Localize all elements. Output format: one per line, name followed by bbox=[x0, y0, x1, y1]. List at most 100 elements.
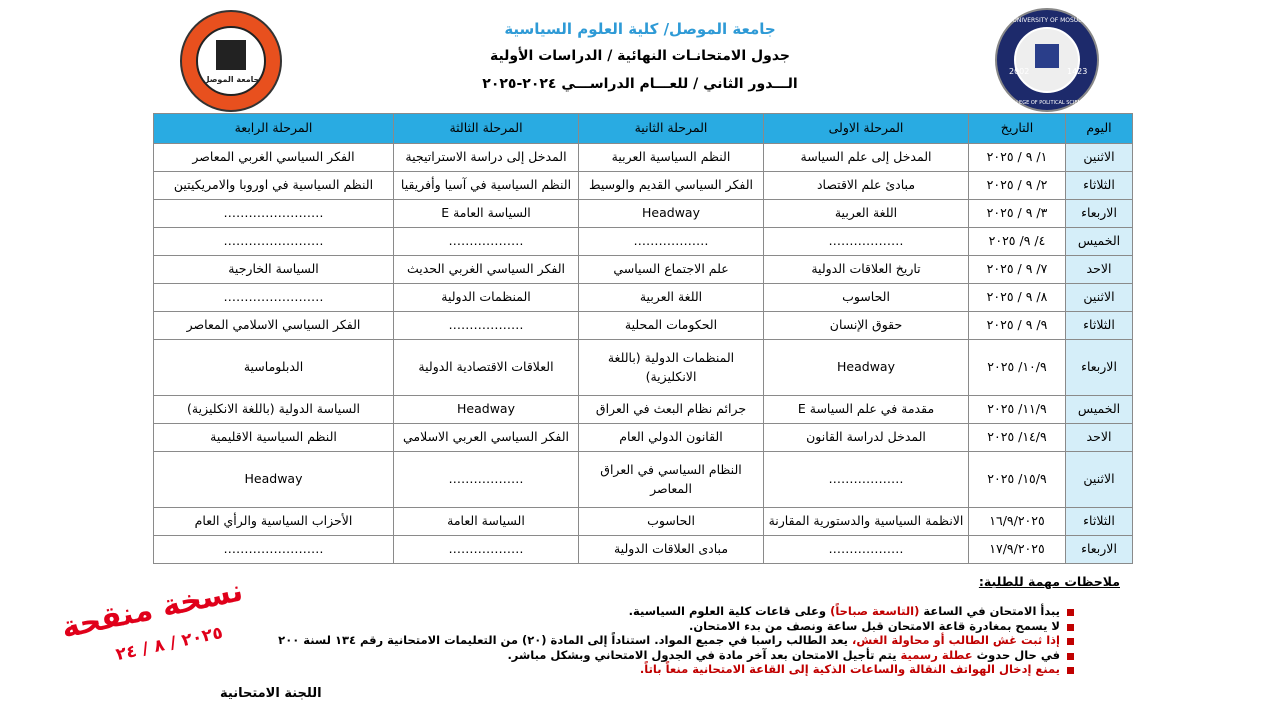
cell: ١٠/٩/ ٢٠٢٥ bbox=[968, 339, 1066, 396]
cell: ……………… bbox=[763, 535, 969, 564]
cell: ……………… bbox=[578, 227, 764, 256]
table-row: الاحد ٧/ ٩ / ٢٠٢٥ تاريخ العلاقات الدولية عل… bbox=[153, 255, 1133, 284]
title: جدول الامتحانـات النهائية / الدراسات الأ… bbox=[489, 48, 791, 64]
cell: الانظمة السياسية والدستورية المقارنة bbox=[763, 507, 969, 536]
note-text: يعد الطالب راسبا في جميع المواد. استنادا… bbox=[278, 633, 852, 647]
cell: ١٥/٩/ ٢٠٢٥ bbox=[968, 451, 1066, 508]
header-cell: اليوم bbox=[1065, 113, 1133, 144]
note-item: يبدأ الامتحان في الساعة (التاسعة صباحاً)… bbox=[628, 604, 1075, 618]
day-cell: الثلاثاء bbox=[1065, 507, 1133, 536]
cell: ١٦/٩/٢٠٢٥ bbox=[968, 507, 1066, 536]
right-logo: UNIVERSITY OF MOSUL 2002 1423 COLLEGE OF… bbox=[995, 8, 1099, 112]
table-row: الخميس ٤/ ٩/ ٢٠٢٥………………………………………………………………… bbox=[153, 227, 1133, 256]
table-row: الثلاثاء ٩/ ٩ / ٢٠٢٥ حقوق الإنسان الحكومات … bbox=[153, 311, 1133, 340]
schedule-table: اليوم التاريخ المرحلة الاولى المرحلة الثاني… bbox=[153, 113, 1133, 564]
note-text: يتم تأجيل الامتحان بعد آخر مادة في الجدو… bbox=[507, 647, 901, 662]
cell: الدبلوماسية bbox=[153, 339, 394, 396]
cell: السياسة الخارجية bbox=[153, 255, 394, 284]
table-row: الاربعاء ١٧/٩/٢٠٢٥……………… مبادى العلاقات ال… bbox=[153, 535, 1133, 564]
day-cell: الخميس bbox=[1065, 395, 1133, 424]
cell: حقوق الإنسان bbox=[763, 311, 969, 340]
cell: ٨/ ٩ / ٢٠٢٥ bbox=[968, 283, 1066, 312]
cell: العلاقات الاقتصادية الدولية bbox=[393, 339, 579, 396]
table-row: الاربعاء ٣/ ٩ / ٢٠٢٥ اللغة العربية Headway ا… bbox=[153, 199, 1133, 228]
committee: اللجنة الامتحانية bbox=[220, 686, 322, 701]
left-logo: جامعة الموصل bbox=[180, 10, 282, 112]
university: جامعة الموصل/ كلية العلوم السياسية bbox=[504, 20, 776, 38]
cell: ٤/ ٩/ ٢٠٢٥ bbox=[968, 227, 1066, 256]
note-item: يمنع إدخال الهواتف النقالة والساعات الذك… bbox=[639, 662, 1075, 676]
cell: الفكر السياسي الاسلامي المعاصر bbox=[153, 311, 394, 340]
cell: …………………… bbox=[153, 535, 394, 564]
day-cell: الاربعاء bbox=[1065, 199, 1133, 228]
cell: القانون الدولي العام bbox=[578, 423, 764, 452]
day-cell: الاثنين bbox=[1065, 143, 1133, 172]
table-row: الثلاثاء ١٦/٩/٢٠٢٥ الانظمة السياسية والدست… bbox=[153, 507, 1133, 536]
cell: الفكر السياسي الغربي الحديث bbox=[393, 255, 579, 284]
right-logo-bottom: COLLEGE OF POLITICAL SCIENCE bbox=[1006, 100, 1088, 106]
header-cell: المرحلة الاولى bbox=[763, 113, 969, 144]
cell: تاريخ العلاقات الدولية bbox=[763, 255, 969, 284]
cell: الفكر السياسي القديم والوسيط bbox=[578, 171, 764, 200]
table-row: الاربعاء ١٠/٩/ ٢٠٢٥ Headway المنظمات الدولي… bbox=[153, 339, 1133, 396]
table-row: الاثنين ٨/ ٩ / ٢٠٢٥ الحاسوب اللغة العربية ال… bbox=[153, 283, 1133, 312]
cell: علم الاجتماع السياسي bbox=[578, 255, 764, 284]
cell: ٧/ ٩ / ٢٠٢٥ bbox=[968, 255, 1066, 284]
header-cell: التاريخ bbox=[968, 113, 1066, 144]
header-cell: المرحلة الثانية bbox=[578, 113, 764, 144]
subtitle: الـــدور الثاني / للعـــام الدراســـي ٢٠… bbox=[482, 76, 798, 92]
cell: ١٧/٩/٢٠٢٥ bbox=[968, 535, 1066, 564]
cell: النظم السياسية في اوروبا والامريكيتين bbox=[153, 171, 394, 200]
cell: السياسة الدولية (باللغة الانكليزية) bbox=[153, 395, 394, 424]
cell: ……………… bbox=[763, 451, 969, 508]
cell: النظم السياسية الاقليمية bbox=[153, 423, 394, 452]
cell: اللغة العربية bbox=[763, 199, 969, 228]
cell: Headway bbox=[393, 395, 579, 424]
day-cell: الخميس bbox=[1065, 227, 1133, 256]
cell: ٣/ ٩ / ٢٠٢٥ bbox=[968, 199, 1066, 228]
note-text: إذا ثبت غش الطالب أو محاولة الغش، bbox=[851, 633, 1060, 647]
cell: جرائم نظام البعث في العراق bbox=[578, 395, 764, 424]
table-row: الثلاثاء ٢/ ٩ / ٢٠٢٥ مبادئ علم الاقتصاد الف… bbox=[153, 171, 1133, 200]
day-cell: الاثنين bbox=[1065, 451, 1133, 508]
cell: Headway bbox=[763, 339, 969, 396]
cell: الحكومات المحلية bbox=[578, 311, 764, 340]
cell: الحاسوب bbox=[578, 507, 764, 536]
note-text: يبدأ الامتحان في الساعة bbox=[919, 604, 1060, 618]
day-cell: الثلاثاء bbox=[1065, 311, 1133, 340]
note-text: يمنع إدخال الهواتف النقالة والساعات الذك… bbox=[639, 662, 1060, 676]
day-cell: الاحد bbox=[1065, 255, 1133, 284]
note-text: لا يسمح بمغادرة قاعة الامتحان قبل ساعة و… bbox=[688, 618, 1060, 633]
cell: السياسة العامة E bbox=[393, 199, 579, 228]
cell: مقدمة في علم السياسة E bbox=[763, 395, 969, 424]
header-cell: المرحلة الثالثة bbox=[393, 113, 579, 144]
cell: مبادى العلاقات الدولية bbox=[578, 535, 764, 564]
cell: المنظمات الدولية (باللغة الانكليزية) bbox=[578, 339, 764, 396]
table-row: الاحد ١٤/٩/ ٢٠٢٥ المدخل لدراسة القانون القا… bbox=[153, 423, 1133, 452]
cell: ……………… bbox=[763, 227, 969, 256]
cell: المدخل لدراسة القانون bbox=[763, 423, 969, 452]
cell: ……………… bbox=[393, 227, 579, 256]
day-cell: الاربعاء bbox=[1065, 535, 1133, 564]
header-cell: المرحلة الرابعة bbox=[153, 113, 394, 144]
left-logo-text: جامعة الموصل bbox=[203, 75, 260, 84]
cell: ٩/ ٩ / ٢٠٢٥ bbox=[968, 311, 1066, 340]
cell: …………………… bbox=[153, 227, 394, 256]
cell: …………………… bbox=[153, 283, 394, 312]
day-cell: الاحد bbox=[1065, 423, 1133, 452]
note-text: (التاسعة صباحاً) bbox=[830, 604, 920, 618]
cell: Headway bbox=[578, 199, 764, 228]
cell: مبادئ علم الاقتصاد bbox=[763, 171, 969, 200]
cell: المدخل إلى علم السياسة bbox=[763, 143, 969, 172]
cell: الفكر السياسي العربي الاسلامي bbox=[393, 423, 579, 452]
note-text: وعلى قاعات كلية العلوم السياسية. bbox=[628, 604, 831, 618]
cell: ……………… bbox=[393, 451, 579, 508]
note-item: في حال حدوث عطلة رسمية يتم تأجيل الامتحا… bbox=[507, 647, 1074, 662]
cell: ……………… bbox=[393, 311, 579, 340]
cell: ١/ ٩ / ٢٠٢٥ bbox=[968, 143, 1066, 172]
cell: اللغة العربية bbox=[578, 283, 764, 312]
notes-title: ملاحظات مهمة للطلبة: bbox=[978, 574, 1120, 589]
day-cell: الاثنين bbox=[1065, 283, 1133, 312]
cell: النظم السياسية في آسيا وأفريقيا bbox=[393, 171, 579, 200]
cell: Headway bbox=[153, 451, 394, 508]
